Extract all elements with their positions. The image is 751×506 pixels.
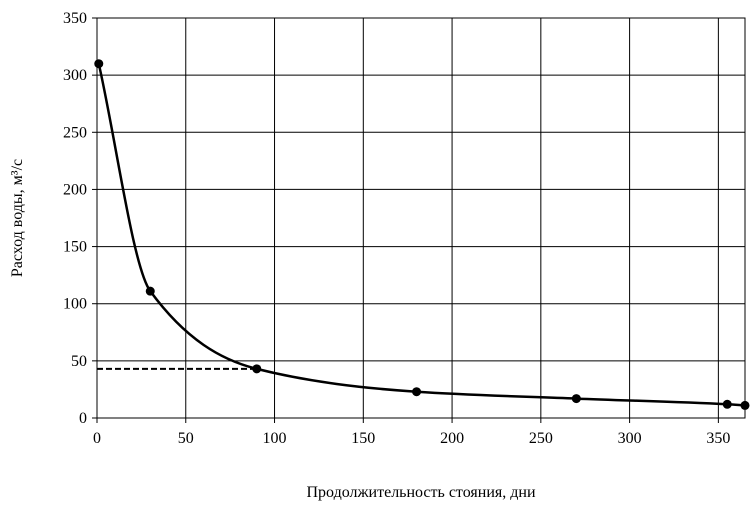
series-line <box>97 63 746 407</box>
y-axis-ticks: 0 50 100 150 200 250 300 350 <box>63 10 97 427</box>
y-tick-label: 200 <box>63 181 87 198</box>
y-tick-label: 350 <box>63 10 87 27</box>
y-tick-label: 150 <box>63 239 87 256</box>
y-tick-label: 300 <box>63 67 87 84</box>
x-tick-label: 150 <box>351 430 375 447</box>
x-tick-label: 250 <box>529 430 553 447</box>
data-point <box>94 59 104 69</box>
data-points <box>94 59 750 410</box>
y-tick-label: 250 <box>63 124 87 141</box>
x-tick-label: 300 <box>618 430 642 447</box>
plot-area <box>96 17 746 419</box>
data-point <box>252 364 262 374</box>
grid <box>96 17 745 419</box>
data-point <box>740 400 750 410</box>
y-tick-label: 100 <box>63 296 87 313</box>
y-axis-title: Расход воды, м³/с <box>9 159 26 277</box>
x-tick-label: 0 <box>93 430 101 447</box>
data-point <box>145 286 155 296</box>
x-tick-label: 350 <box>706 430 730 447</box>
data-point <box>722 399 732 409</box>
data-point <box>412 387 422 397</box>
y-tick-label: 50 <box>71 353 87 370</box>
x-tick-label: 50 <box>178 430 194 447</box>
y-tick-label: 0 <box>79 410 87 427</box>
x-axis-title: Продолжительность стояния, дни <box>306 484 535 501</box>
x-tick-label: 200 <box>440 430 464 447</box>
x-tick-label: 100 <box>263 430 287 447</box>
x-axis-ticks: 0 50 100 150 200 250 300 350 <box>93 418 730 447</box>
data-point <box>571 394 581 404</box>
